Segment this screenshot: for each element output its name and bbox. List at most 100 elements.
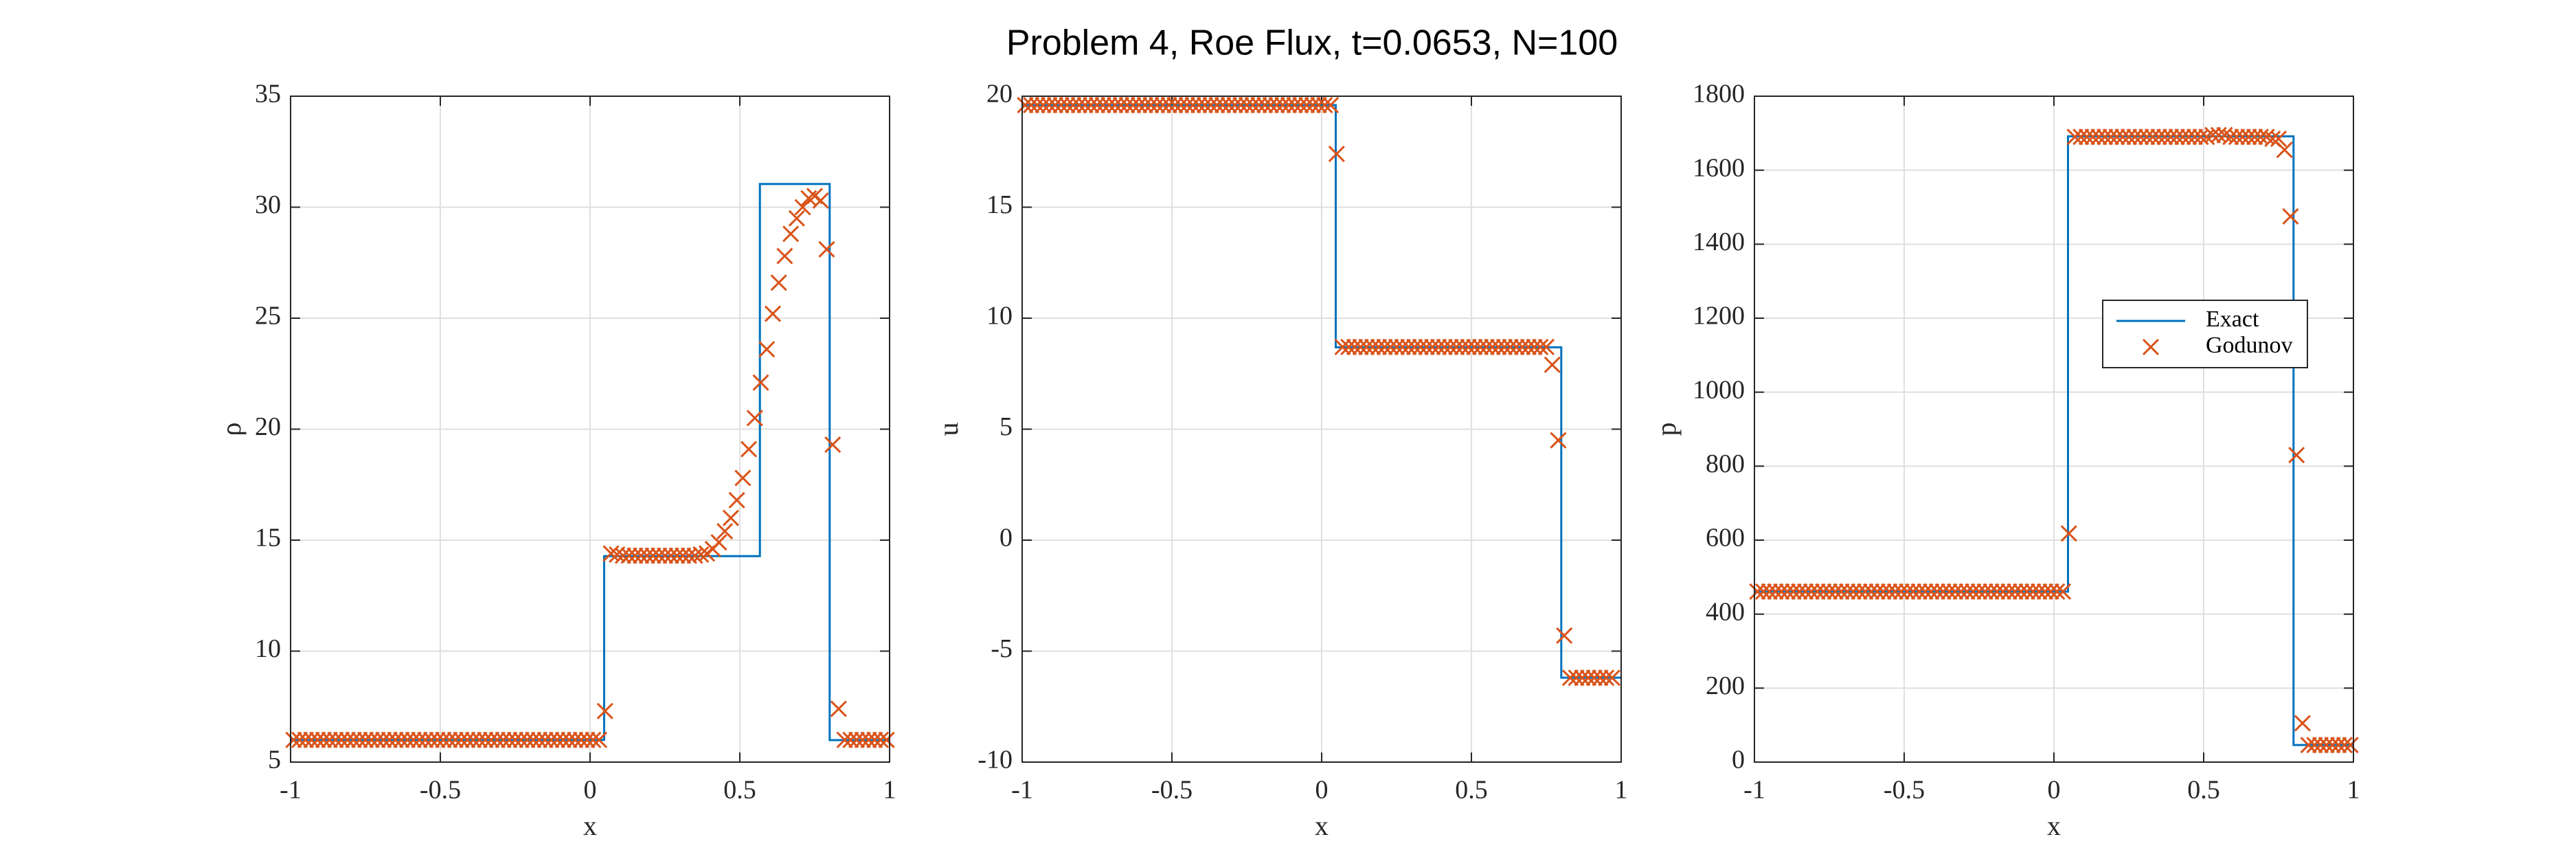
marker	[1424, 338, 1441, 356]
marker	[1059, 96, 1076, 113]
marker	[1519, 338, 1537, 356]
legend-marker	[2142, 338, 2160, 356]
y-tick-label: 30	[255, 190, 281, 219]
marker	[1579, 669, 1597, 687]
marker	[728, 491, 745, 509]
marker	[1923, 583, 1940, 600]
marker	[638, 547, 655, 564]
marker	[1490, 338, 1507, 356]
marker	[1023, 96, 1040, 113]
marker	[1886, 583, 1903, 600]
marker	[495, 731, 512, 748]
marker	[848, 731, 866, 748]
marker	[662, 547, 679, 564]
marker	[1561, 669, 1579, 687]
y-tick-label: 10	[986, 302, 1013, 331]
marker	[812, 192, 829, 209]
marker	[1035, 96, 1052, 113]
marker	[2228, 129, 2246, 146]
marker	[1947, 583, 1964, 600]
marker	[1568, 669, 1585, 687]
marker	[375, 731, 392, 748]
y-tick-label: -5	[991, 634, 1013, 663]
marker	[572, 731, 589, 748]
marker	[1358, 338, 1375, 356]
marker	[675, 547, 692, 564]
marker	[1028, 96, 1046, 113]
marker	[1292, 96, 1309, 113]
marker	[2048, 583, 2066, 600]
marker	[578, 731, 596, 748]
marker	[2246, 129, 2263, 146]
marker	[2114, 129, 2132, 146]
marker	[1550, 432, 1567, 449]
marker	[1412, 338, 1429, 356]
x-tick-label: 0.5	[1455, 776, 1488, 805]
marker	[1875, 583, 1892, 600]
marker	[1502, 338, 1519, 356]
marker	[2078, 129, 2096, 146]
marker	[1881, 583, 1898, 600]
marker	[1376, 338, 1393, 356]
marker	[1149, 96, 1166, 113]
marker	[387, 731, 404, 748]
marker	[525, 731, 542, 748]
marker	[1556, 627, 1573, 644]
marker	[1862, 583, 1880, 600]
marker	[333, 731, 350, 748]
marker	[1761, 583, 1778, 600]
marker	[2318, 737, 2335, 754]
marker	[345, 731, 362, 748]
y-tick-label: -10	[978, 746, 1013, 774]
x-tick-label: 0.5	[723, 776, 756, 805]
marker	[1220, 96, 1237, 113]
marker	[1154, 96, 1171, 113]
y-tick-label: 25	[255, 302, 281, 331]
y-tick-label: 10	[255, 634, 281, 663]
marker	[656, 547, 674, 564]
marker	[1400, 338, 1417, 356]
marker	[1190, 96, 1208, 113]
marker	[722, 509, 739, 526]
x-tick-label: -0.5	[1151, 776, 1193, 805]
y-tick-label: 1000	[1693, 375, 1745, 404]
marker	[1107, 96, 1124, 113]
marker	[1070, 96, 1087, 113]
marker	[1178, 96, 1195, 113]
marker	[381, 731, 398, 748]
marker	[2007, 583, 2024, 600]
y-tick-label: 1800	[1693, 80, 1745, 109]
marker	[1310, 96, 1327, 113]
marker	[842, 731, 859, 748]
marker	[1017, 96, 1034, 113]
marker	[2031, 583, 2048, 600]
marker	[327, 731, 344, 748]
y-tick-label: 1400	[1693, 227, 1745, 256]
marker	[1585, 669, 1603, 687]
x-tick-label: 1	[1615, 776, 1628, 805]
marker	[483, 731, 500, 748]
marker	[519, 731, 536, 748]
marker	[1603, 669, 1620, 687]
marker	[285, 731, 302, 748]
marker	[818, 241, 835, 258]
marker	[2180, 129, 2197, 146]
marker	[339, 731, 356, 748]
marker	[369, 731, 386, 748]
marker	[1125, 96, 1142, 113]
marker	[1910, 583, 1928, 600]
marker	[1514, 338, 1531, 356]
marker	[530, 731, 547, 748]
marker	[1839, 583, 1856, 600]
marker	[1844, 583, 1862, 600]
marker	[1537, 338, 1555, 356]
marker	[1952, 583, 1969, 600]
marker	[1755, 583, 1772, 600]
marker	[2174, 129, 2191, 146]
marker	[1868, 583, 1886, 600]
marker	[1495, 338, 1513, 356]
marker	[2342, 737, 2359, 754]
marker	[2055, 583, 2072, 600]
marker	[1857, 583, 1874, 600]
marker	[1815, 583, 1832, 600]
